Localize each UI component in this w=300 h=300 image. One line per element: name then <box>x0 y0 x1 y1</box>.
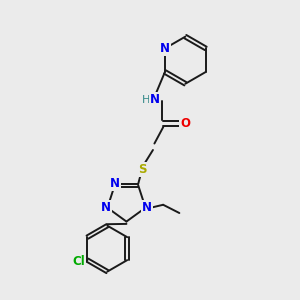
Text: N: N <box>150 93 160 106</box>
Text: S: S <box>138 163 147 176</box>
Text: H: H <box>141 95 150 105</box>
Text: N: N <box>160 42 170 55</box>
Text: Cl: Cl <box>72 255 85 268</box>
Text: N: N <box>142 201 152 214</box>
Text: O: O <box>180 117 190 130</box>
Text: N: N <box>110 177 120 190</box>
Text: N: N <box>101 201 111 214</box>
